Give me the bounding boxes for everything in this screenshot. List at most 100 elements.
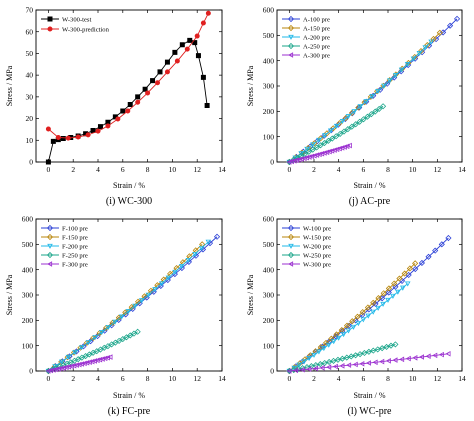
data-point xyxy=(404,281,411,287)
data-point xyxy=(299,366,305,373)
x-tick-label: 14 xyxy=(458,165,466,174)
data-point xyxy=(375,88,381,94)
data-point xyxy=(404,62,411,68)
x-axis-title: Strain / % xyxy=(354,391,386,400)
data-point xyxy=(145,292,152,298)
data-point xyxy=(306,353,313,360)
data-point xyxy=(374,346,381,353)
data-point xyxy=(425,353,431,359)
data-point xyxy=(339,363,345,369)
data-point xyxy=(370,299,377,306)
data-point xyxy=(301,359,307,365)
x-axis-title: Strain / % xyxy=(354,181,386,190)
series-line xyxy=(48,356,111,372)
data-point xyxy=(364,304,372,311)
x-tick-label: 6 xyxy=(361,374,365,383)
data-point xyxy=(428,39,434,45)
data-point xyxy=(316,349,322,355)
series-line xyxy=(289,41,432,163)
data-point xyxy=(351,109,358,115)
data-point xyxy=(329,135,336,142)
data-point xyxy=(135,94,141,100)
data-point xyxy=(430,35,437,43)
data-point xyxy=(174,58,180,64)
data-point xyxy=(128,304,135,311)
data-point xyxy=(287,233,295,241)
data-point xyxy=(60,136,66,142)
data-point xyxy=(372,300,379,307)
data-point xyxy=(120,108,126,114)
chart-panel-3: 0 2 4 6 8 10 12 14 0 100 200 300 400 500 600 Strain / %… xyxy=(5,215,226,417)
data-point xyxy=(205,10,211,16)
data-point xyxy=(399,356,405,363)
data-point xyxy=(438,241,445,248)
data-point xyxy=(418,354,424,360)
data-point xyxy=(98,330,105,336)
series-line xyxy=(289,105,384,163)
data-point xyxy=(47,261,53,267)
data-point xyxy=(445,350,451,357)
data-point xyxy=(287,42,295,50)
data-point xyxy=(65,354,72,360)
data-point xyxy=(97,124,103,130)
data-point xyxy=(164,59,170,65)
y-tick-label: 600 xyxy=(263,215,275,224)
data-point xyxy=(46,233,54,241)
series-2 xyxy=(286,260,419,375)
data-point xyxy=(92,335,98,341)
data-point xyxy=(322,339,330,346)
plot-frame xyxy=(276,9,463,163)
x-tick-label: 6 xyxy=(121,374,125,383)
data-point xyxy=(337,130,344,137)
data-point xyxy=(179,42,185,48)
x-tick-label: 0 xyxy=(47,374,51,383)
data-point xyxy=(178,263,185,269)
x-tick-label: 12 xyxy=(193,374,201,383)
data-point xyxy=(392,73,399,79)
y-tick-label: 0 xyxy=(270,158,274,167)
y-axis-title: Stress / MPa xyxy=(5,274,14,315)
data-point xyxy=(90,128,96,134)
series-line xyxy=(289,283,409,372)
data-point xyxy=(322,133,328,139)
data-point xyxy=(384,80,391,87)
legend: A-100 pre A-150 pre A-200 pre A-250 pre A-30… xyxy=(282,15,330,59)
data-point xyxy=(379,358,385,365)
series-3 xyxy=(286,39,434,165)
data-point xyxy=(344,126,351,133)
data-point xyxy=(287,15,295,23)
data-point xyxy=(305,148,312,155)
data-point xyxy=(187,37,193,43)
data-point xyxy=(381,83,387,89)
legend-label: F-150 pre xyxy=(62,234,88,241)
data-point xyxy=(326,364,332,370)
legend: F-100 pre F-150 pre F-200 pre F-250 pre F-30… xyxy=(41,224,88,268)
x-tick-label: 12 xyxy=(434,374,442,383)
x-tick-label: 2 xyxy=(71,374,75,383)
data-point xyxy=(400,285,406,291)
x-tick-label: 14 xyxy=(218,374,226,383)
data-point xyxy=(107,354,113,360)
data-point xyxy=(438,351,444,358)
data-point xyxy=(375,305,381,311)
data-point xyxy=(447,22,454,29)
data-point xyxy=(321,346,327,352)
data-point xyxy=(145,90,151,96)
y-tick-label: 40 xyxy=(26,71,34,80)
data-point xyxy=(52,364,58,370)
series-3 xyxy=(286,281,411,374)
data-point xyxy=(287,224,295,232)
data-point xyxy=(357,104,364,110)
data-point xyxy=(172,49,178,55)
data-point xyxy=(365,313,372,319)
data-point xyxy=(401,270,408,277)
series-1 xyxy=(45,37,210,165)
data-point xyxy=(327,128,334,134)
legend-label: W-100 pre xyxy=(303,225,331,232)
data-point xyxy=(135,298,142,305)
x-tick-label: 4 xyxy=(337,374,341,383)
data-point xyxy=(304,146,310,152)
data-point xyxy=(152,287,158,293)
x-tick-label: 14 xyxy=(458,374,466,383)
